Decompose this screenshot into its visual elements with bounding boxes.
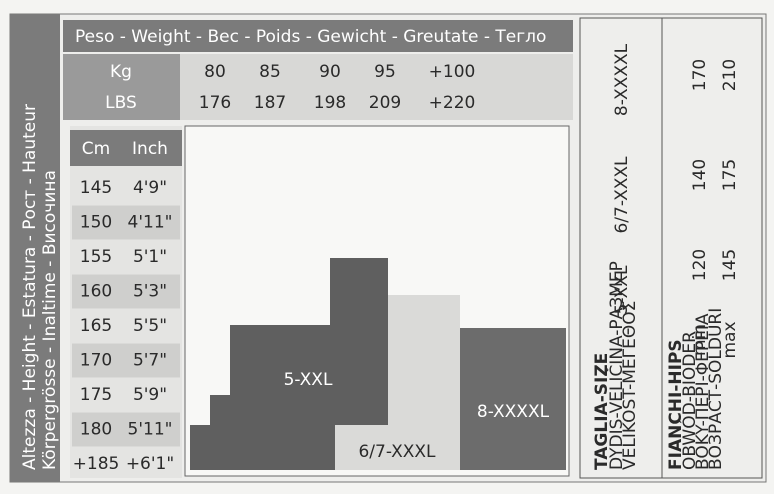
hips-value: 145 [720, 249, 740, 281]
hips-title: FIANCHI-HIPS [666, 339, 686, 470]
size-sub: VELIKOST-ΜΕΓΕΘΟΣ [620, 301, 640, 470]
hips-value: 140 [690, 159, 710, 191]
cm-value: 155 [80, 247, 112, 267]
size-value: 6/7-XXXL [612, 156, 632, 234]
zone-67xxxl [335, 295, 460, 470]
lbs-value: 187 [254, 93, 286, 113]
cm-value: 150 [80, 213, 112, 233]
hips-value: 120 [690, 249, 710, 281]
lbs-value: 198 [314, 93, 346, 113]
cm-value: 145 [80, 178, 112, 198]
inch-value: 4'9" [133, 178, 167, 198]
cm-value: 170 [80, 351, 112, 371]
inch-header: Inch [132, 139, 168, 159]
lbs-value: 209 [369, 93, 401, 113]
hips-label: min [690, 324, 710, 356]
lbs-value: 176 [199, 93, 231, 113]
inch-value: 5'7" [133, 351, 167, 371]
hips-sub: BOKY-ΠΕΡΙ-ΦΕΡΕΙΑ [693, 313, 713, 470]
cm-value: 165 [80, 316, 112, 336]
size-value: 5-XXL [612, 265, 632, 314]
kg-value: 80 [204, 62, 226, 82]
zone-label: 8-XXXXL [477, 402, 550, 422]
hips-value: 175 [720, 159, 740, 191]
kg-label: Kg [110, 62, 132, 82]
inch-value: 5'3" [133, 282, 167, 302]
side-label: Altezza - Height - Estatura - Рост - Hau… [20, 104, 40, 470]
size-title: TAGLIA-SIZE [592, 353, 612, 470]
zone-5xxl [190, 258, 388, 470]
weight-label-cell [63, 54, 180, 120]
cm-value: 160 [80, 282, 112, 302]
kg-value: 85 [259, 62, 281, 82]
kg-value: 95 [374, 62, 396, 82]
lbs-label: LBS [105, 93, 137, 113]
cm-header: Cm [82, 139, 110, 159]
hips-sub: OBWÓD-BIODER [678, 331, 700, 470]
inch-value: 5'9" [133, 385, 167, 405]
zone-label: 5-XXL [284, 370, 333, 390]
weight-title: Peso - Weight - Вес - Poids - Gewicht - … [75, 27, 546, 47]
cm-value: +185 [73, 454, 120, 474]
height-header [70, 130, 182, 166]
zone-label: 6/7-XXXL [358, 442, 436, 462]
hips-sub: ВОЗРАСТ-SOLDURI [706, 308, 726, 470]
row-shade [72, 343, 180, 378]
lbs-value: +220 [429, 93, 476, 113]
zone-8xxxxl [460, 328, 566, 470]
kg-value: +100 [429, 62, 476, 82]
inch-value: 5'11" [128, 420, 173, 440]
inch-value: +6'1" [126, 454, 174, 474]
inch-value: 5'5" [133, 316, 167, 336]
size-value: 8-XXXXL [612, 43, 632, 116]
side-label: Körpergrösse - Inaltime - Височина [40, 170, 60, 470]
row-shade [72, 205, 180, 240]
cm-value: 180 [80, 420, 112, 440]
inch-value: 5'1" [133, 247, 167, 267]
side-band [10, 14, 60, 482]
hips-label: max [720, 321, 740, 358]
weight-header [63, 20, 573, 52]
row-shade [72, 274, 180, 309]
right-panel [579, 17, 763, 479]
inch-value: 4'11" [128, 213, 173, 233]
size-sub: DYDIS-VELIČINA-РАЗМЕР [605, 261, 627, 470]
kg-value: 90 [319, 62, 341, 82]
hips-value: 210 [720, 59, 740, 91]
row-shade [72, 412, 180, 447]
hips-value: 170 [690, 59, 710, 91]
cm-value: 175 [80, 385, 112, 405]
